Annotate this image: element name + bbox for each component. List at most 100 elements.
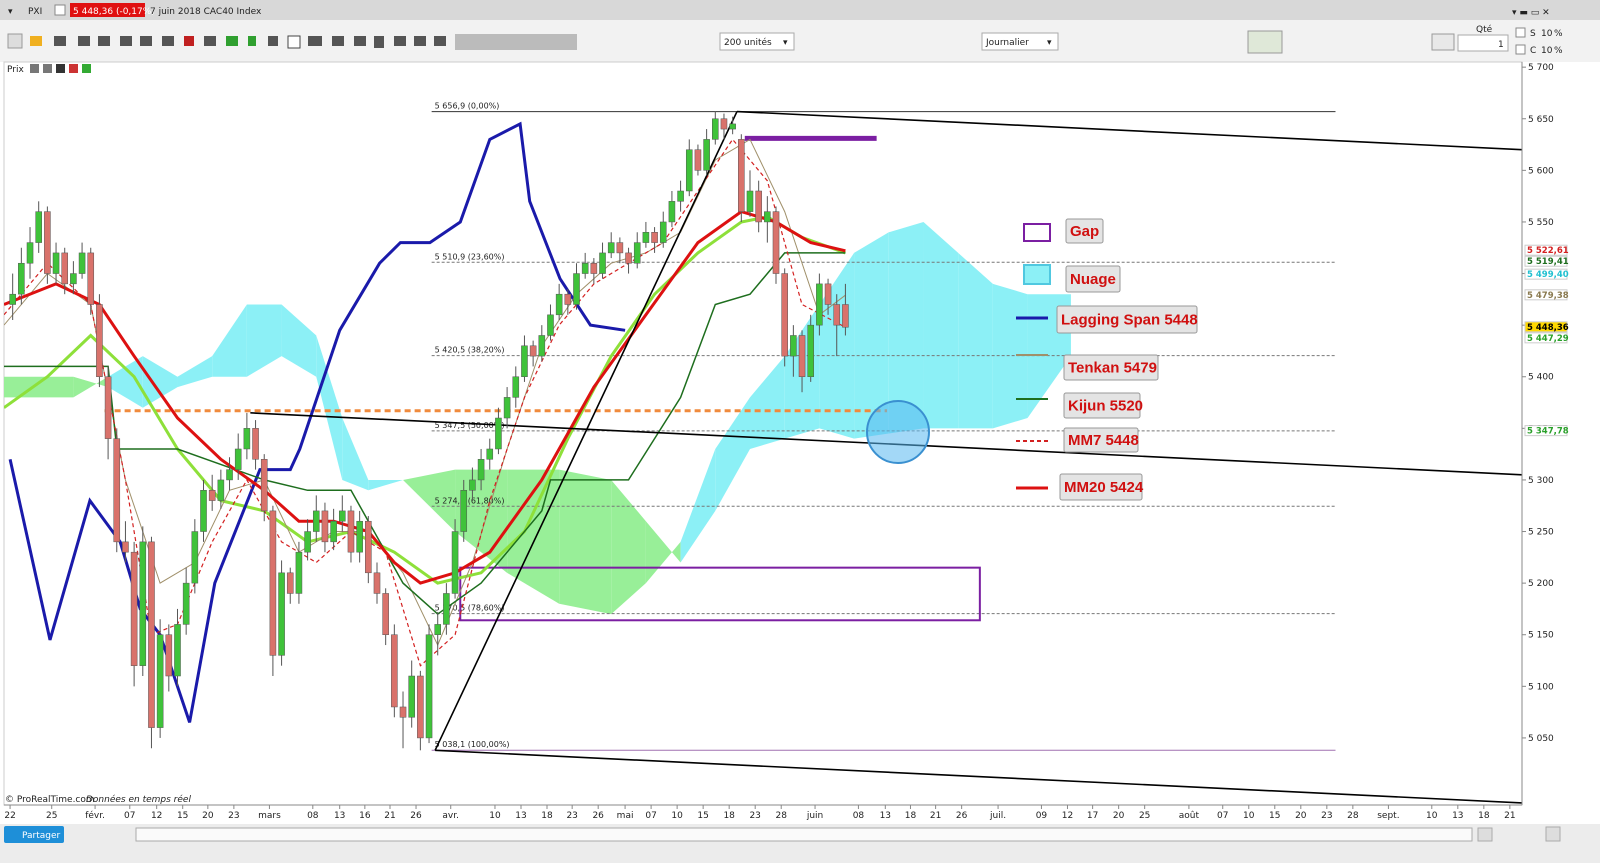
qty-label: Qté — [1476, 24, 1493, 35]
x-tick-label: juil. — [989, 811, 1006, 821]
indicator-line — [4, 252, 846, 616]
candle-body — [633, 242, 641, 264]
chart-header: Prix — [7, 65, 24, 75]
candle-body — [720, 118, 728, 130]
y-tick-label: 5 650 — [1528, 115, 1554, 125]
x-tick-label: 10 — [671, 811, 683, 821]
qty-input[interactable] — [1457, 34, 1509, 52]
candle-body — [842, 304, 849, 328]
x-tick-label: 22 — [4, 811, 15, 821]
header-icons[interactable] — [30, 64, 91, 73]
cloud-segment — [212, 304, 247, 377]
x-tick-label: 15 — [177, 811, 188, 821]
candle-body — [564, 293, 572, 305]
fib-label: 5 656,9 (0,00%) — [435, 102, 500, 111]
candle-body — [295, 551, 303, 594]
x-tick-label: 21 — [384, 811, 395, 821]
candle-body — [642, 232, 650, 243]
checkbox[interactable] — [1515, 44, 1526, 55]
price-label: 5 447,29 — [1527, 334, 1569, 344]
candle-body — [538, 335, 546, 357]
candle-body — [278, 572, 285, 656]
legend-label: Nuage — [1070, 271, 1116, 288]
legend-label: MM7 5448 — [1068, 432, 1139, 449]
x-tick-label: août — [1179, 811, 1200, 821]
cloud-segment — [142, 356, 178, 408]
candle-body — [417, 675, 424, 739]
trend-line — [434, 111, 738, 751]
cloud-segment — [281, 304, 317, 377]
icon[interactable] — [54, 4, 66, 16]
legend-label: MM20 5424 — [1064, 479, 1144, 496]
candle-body — [321, 510, 329, 543]
units-select[interactable] — [719, 32, 795, 51]
arrow: ▾ — [1047, 38, 1052, 48]
share-button[interactable] — [4, 826, 64, 843]
x-tick-label: 28 — [775, 811, 787, 821]
units: 200 unités — [724, 37, 772, 48]
period-select[interactable] — [981, 32, 1059, 51]
candle-body — [113, 438, 121, 543]
x-tick-label: 08 — [307, 811, 319, 821]
candle-body — [191, 531, 199, 584]
candle-body — [460, 490, 468, 532]
candle-body — [685, 149, 693, 192]
candle-body — [486, 448, 494, 460]
cloud-segment — [108, 356, 143, 408]
toolbar-icons[interactable] — [7, 30, 1455, 54]
x-tick-label: 13 — [1452, 811, 1463, 821]
x-tick-label: sept. — [1377, 811, 1399, 821]
candle-body — [764, 211, 771, 223]
x-tick-label: 20 — [202, 811, 214, 821]
x-tick-label: 10 — [1426, 811, 1438, 821]
candle-body — [339, 510, 346, 522]
menu-arrow[interactable]: ▾ — [8, 7, 13, 17]
candle-body — [148, 541, 155, 728]
legend-label: Gap — [1070, 223, 1099, 240]
trend-line — [435, 749, 1522, 804]
candle-body — [234, 448, 242, 470]
candle-body — [356, 520, 363, 553]
fib-label: 5 038,1 (100,00%) — [435, 740, 510, 749]
price-label: 5 522,61 — [1527, 246, 1569, 256]
scroll-button[interactable] — [1477, 827, 1493, 842]
x-tick-label: mars — [258, 811, 281, 821]
cloud-segment — [342, 418, 369, 491]
resize-button[interactable] — [1545, 826, 1561, 842]
window-title: 7 juin 2018 CAC40 Index — [150, 7, 262, 17]
window-controls[interactable]: ▾ ▬ ▭ ✕ — [1512, 8, 1550, 18]
quote-box — [70, 3, 145, 17]
x-tick-label: 17 — [1087, 811, 1098, 821]
fib-label: 5 347,5 (50,00%) — [435, 421, 505, 430]
candle-body — [833, 304, 841, 326]
x-tick-label: 23 — [749, 811, 760, 821]
price-label: 5 479,38 — [1527, 291, 1569, 301]
legend-label: Tenkan 5479 — [1068, 360, 1157, 377]
candle-body — [521, 345, 528, 377]
candle-body — [304, 531, 311, 553]
checkbox[interactable] — [1515, 27, 1526, 38]
x-tick-label: 28 — [1347, 811, 1359, 821]
scrollbar[interactable] — [135, 827, 1473, 842]
s-value: 10 — [1541, 29, 1553, 39]
candle-body — [434, 624, 442, 635]
candle-body — [243, 428, 251, 450]
cloud-segment — [958, 252, 993, 429]
candle-body — [382, 593, 389, 635]
candle-body — [573, 273, 580, 305]
candle-body — [703, 139, 710, 171]
x-tick-label: 21 — [930, 811, 941, 821]
candle-body — [477, 459, 485, 481]
candle-body — [677, 190, 684, 202]
price-label-box — [1524, 255, 1568, 267]
indicator-line — [4, 209, 846, 585]
candle-body — [599, 252, 606, 274]
candle-body — [651, 232, 658, 243]
legend-box — [1065, 265, 1121, 293]
cloud-segment — [368, 479, 404, 491]
candle-body — [78, 252, 86, 274]
y-tick-label: 5 600 — [1528, 166, 1554, 176]
qty: 1 — [1498, 40, 1504, 50]
candle-body — [503, 397, 511, 419]
